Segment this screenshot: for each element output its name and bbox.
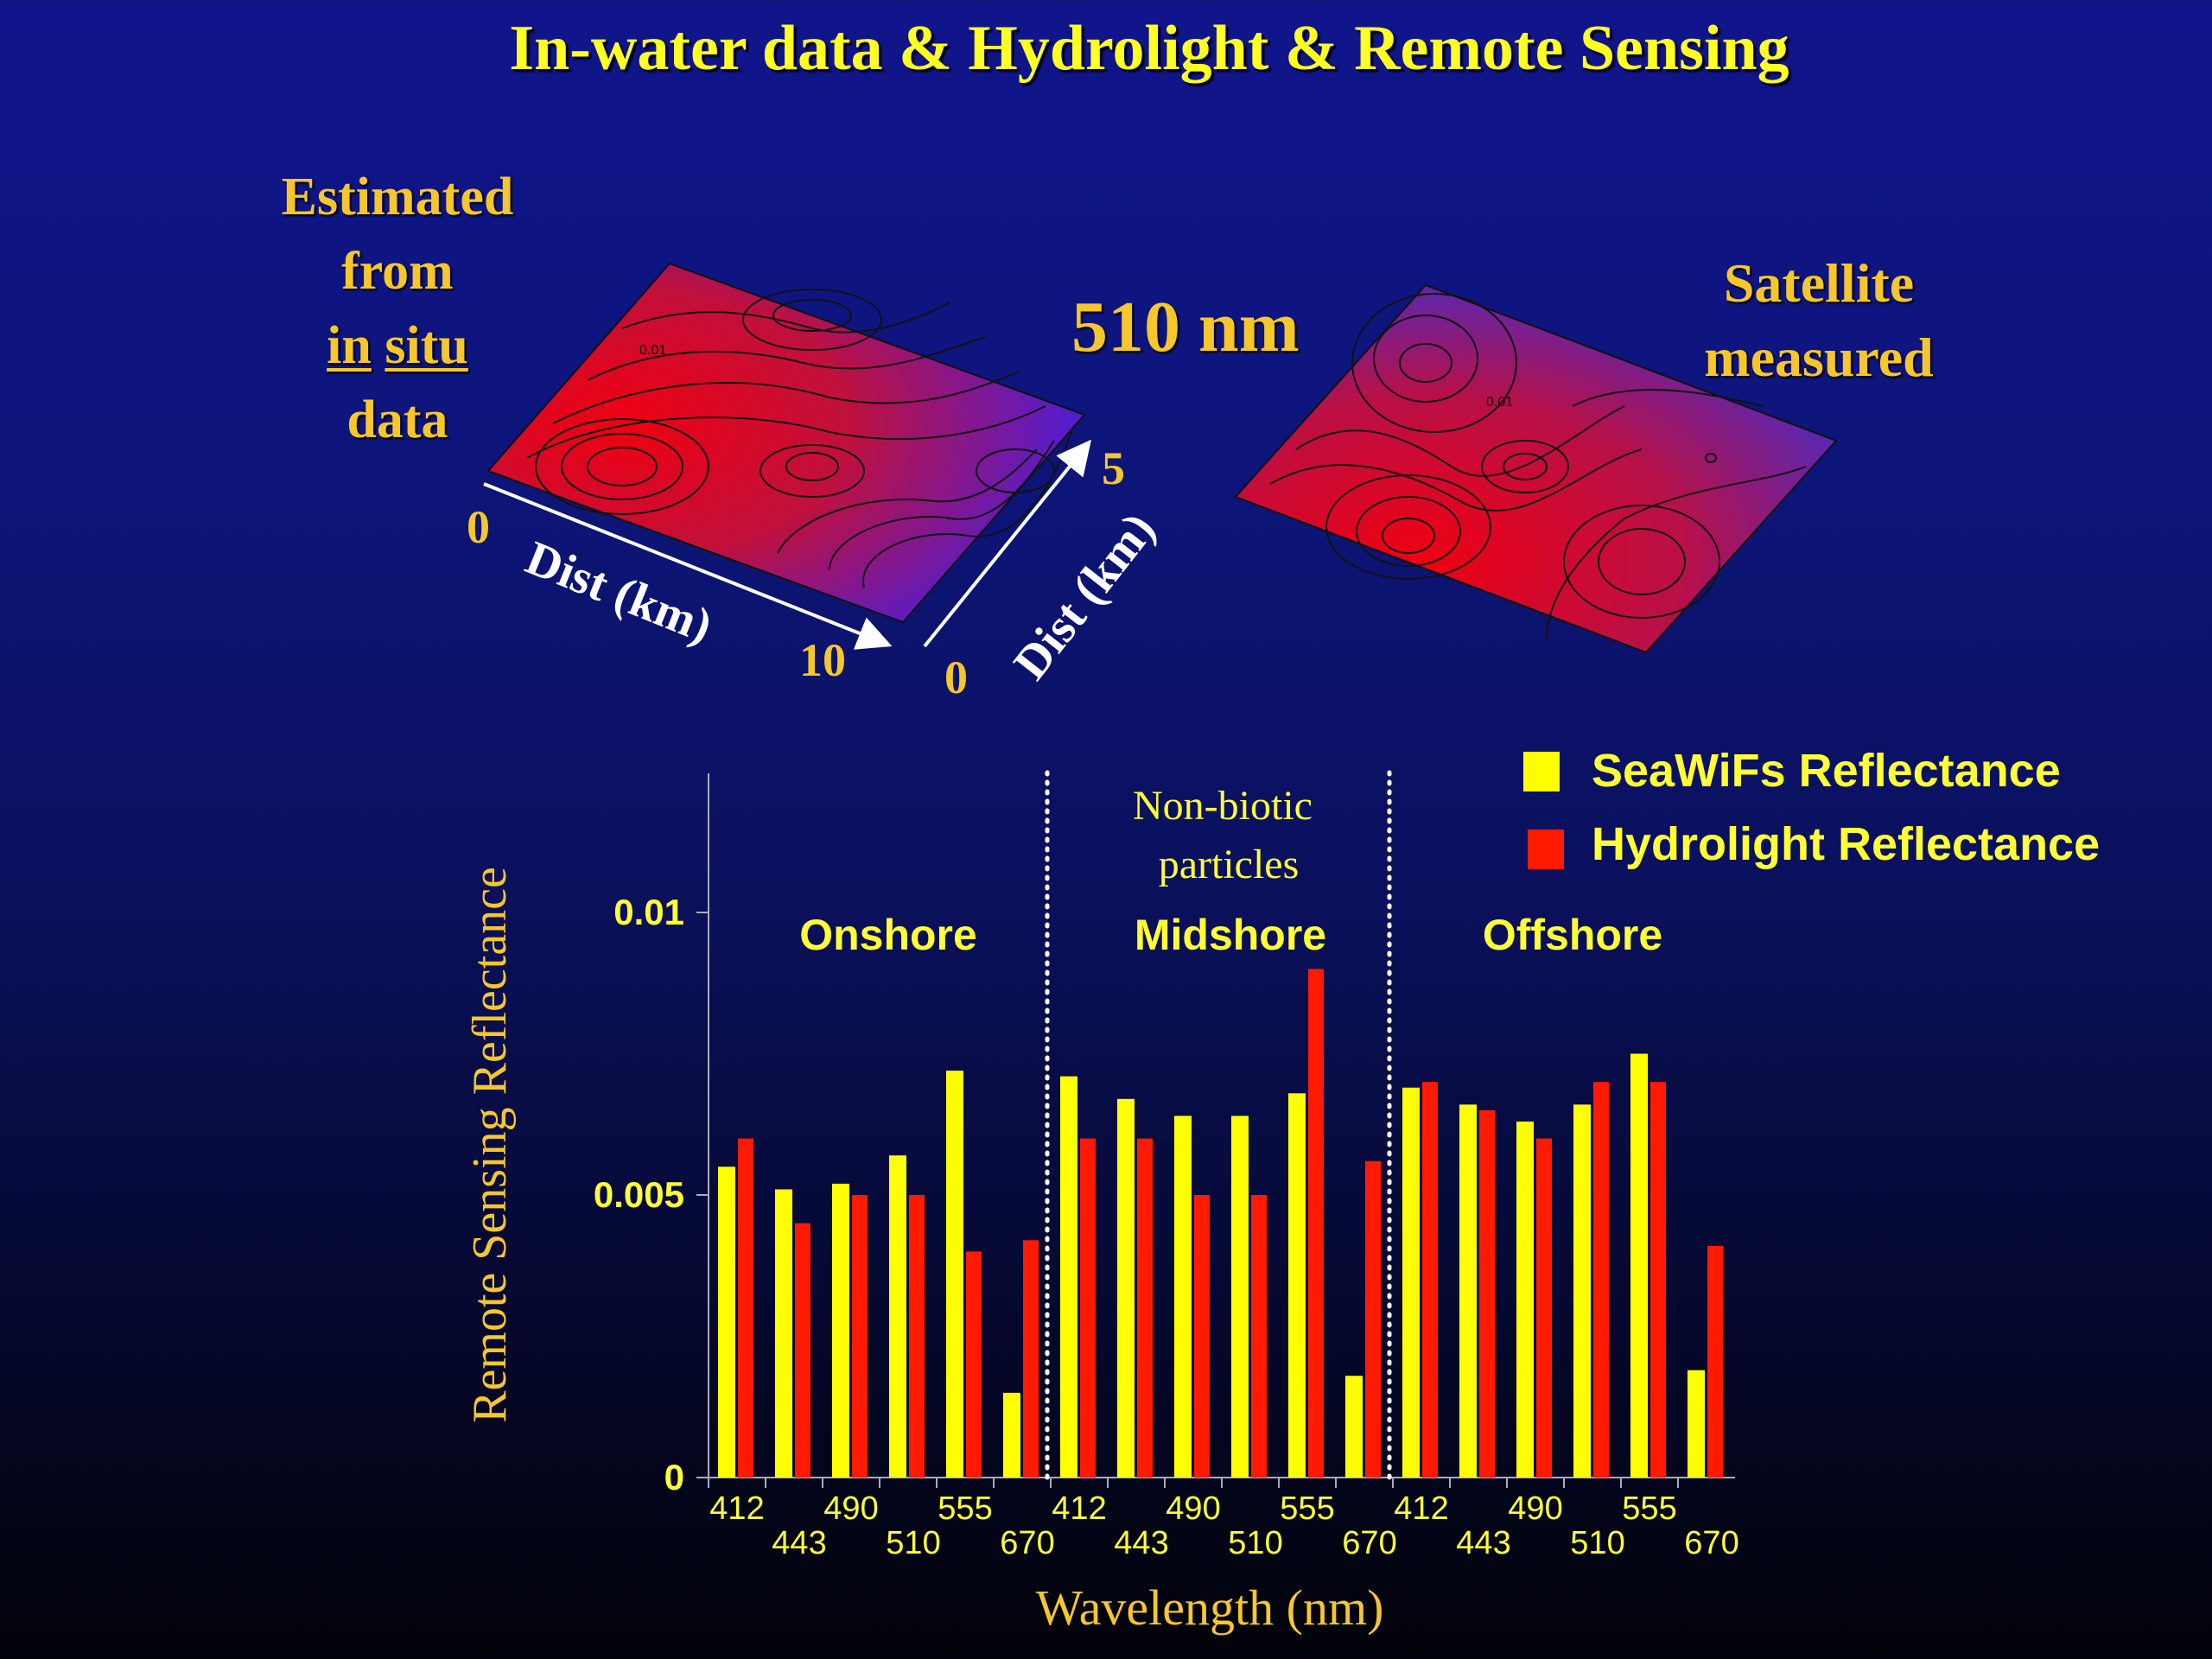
x-tick-label: 555	[1622, 1491, 1676, 1527]
y-axis-label: Dist (km)	[1003, 503, 1166, 690]
from-line: from	[341, 242, 454, 301]
in-word: in	[327, 316, 372, 375]
contour-maps: 0.01 0 10 0 5 Dist (km) Dist (km) 0.01	[467, 262, 1838, 703]
legend-hydrolight-swatch	[1528, 830, 1564, 869]
satellite-contour-label: 0.01	[1486, 395, 1513, 410]
seawifs-bar	[1573, 1104, 1591, 1478]
x-tick-label: 443	[1456, 1525, 1510, 1561]
x-tick-label: 443	[772, 1525, 826, 1561]
x-tick-label: 555	[938, 1491, 992, 1527]
seawifs-bar	[1117, 1098, 1135, 1478]
group-label-offshore: Offshore	[1483, 911, 1662, 959]
seawifs-bar	[1402, 1087, 1420, 1478]
hydrolight-bar	[1137, 1138, 1153, 1478]
hydrolight-bar	[738, 1138, 753, 1478]
wavelength-label: 510 nm	[1071, 287, 1300, 367]
seawifs-bar	[775, 1189, 792, 1478]
x-tick-label: 490	[1508, 1491, 1562, 1527]
seawifs-bar	[1516, 1121, 1534, 1478]
hydrolight-bar	[909, 1195, 925, 1478]
legend-hydrolight-label: Hydrolight Reflectance	[1592, 818, 2100, 870]
y-tick-label: 0.01	[613, 892, 684, 932]
y-max-label: 5	[1102, 442, 1125, 494]
hydrolight-bar	[1593, 1082, 1609, 1478]
x-tick-label: 510	[1228, 1525, 1282, 1561]
x-tick-label: 490	[823, 1491, 878, 1527]
seawifs-bar	[946, 1071, 963, 1478]
estimated-map-surface	[486, 262, 1086, 624]
in-situ-line: in situ	[251, 308, 544, 383]
x-tick-label: 490	[1166, 1491, 1220, 1527]
x-max-label: 10	[799, 634, 846, 686]
x-tick-label: 510	[1570, 1525, 1624, 1561]
legend-seawifs-swatch	[1523, 752, 1560, 791]
measured-line: measured	[1704, 327, 1934, 388]
x-min-label: 0	[467, 501, 490, 553]
x-tick-label: 670	[1684, 1525, 1738, 1561]
legend-seawifs-label: SeaWiFs Reflectance	[1592, 745, 2061, 797]
non-biotic-annotation-line1: Non-biotic	[1133, 783, 1313, 829]
hydrolight-bar	[966, 1251, 982, 1478]
reflectance-bar-chart: 00.0050.01412443490510555670Onshore41244…	[463, 745, 2100, 1636]
group-label-onshore: Onshore	[799, 911, 977, 959]
x-tick-label: 443	[1114, 1525, 1168, 1561]
data-line: data	[346, 391, 448, 449]
x-tick-label: 412	[1394, 1491, 1448, 1527]
hydrolight-bar	[1707, 1245, 1723, 1478]
seawifs-bar	[889, 1155, 906, 1478]
seawifs-bar	[1003, 1392, 1020, 1478]
estimated-y-axis-arrow	[923, 439, 1092, 648]
satellite-line: Satellite	[1723, 252, 1915, 314]
estimated-contour-label: 0.01	[639, 343, 666, 358]
hydrolight-bar	[795, 1223, 810, 1478]
seawifs-bar	[832, 1183, 849, 1478]
x-axis-label: Dist (km)	[518, 531, 719, 654]
hydrolight-bar	[1023, 1240, 1039, 1478]
hydrolight-bar	[1422, 1082, 1438, 1478]
seawifs-bar	[1688, 1370, 1705, 1478]
hydrolight-bar	[1365, 1160, 1381, 1478]
x-axis-title: Wavelength (nm)	[1036, 1580, 1384, 1636]
seawifs-bar	[1060, 1076, 1077, 1478]
estimated-contour-map: 0.01	[486, 262, 1086, 624]
estimated-line: Estimated	[281, 168, 514, 226]
seawifs-bar	[1288, 1093, 1306, 1478]
satellite-note: Satellite measured	[1676, 246, 1961, 395]
group-label-midshore: Midshore	[1135, 911, 1326, 959]
hydrolight-bar	[1650, 1082, 1666, 1478]
hydrolight-bar	[852, 1195, 868, 1478]
hydrolight-bar	[1080, 1138, 1096, 1478]
y-min-label: 0	[944, 652, 968, 703]
seawifs-bar	[1630, 1053, 1648, 1478]
slide-title: In-water data & Hydrolight & Remote Sens…	[509, 13, 1789, 84]
estimated-contour-lines	[526, 289, 1072, 588]
satellite-contour-map: 0.01	[1234, 283, 1838, 654]
x-tick-label: 412	[1052, 1491, 1106, 1527]
x-tick-label: 670	[1342, 1525, 1396, 1561]
estimated-x-axis-arrow	[483, 482, 893, 650]
seawifs-bar	[718, 1166, 735, 1478]
hydrolight-bar	[1308, 969, 1324, 1478]
situ-word: situ	[385, 316, 468, 375]
seawifs-bar	[1459, 1104, 1477, 1478]
y-tick-label: 0.005	[594, 1174, 684, 1215]
x-tick-label: 555	[1280, 1491, 1334, 1527]
y-axis-title: Remote Sensing Reflectance	[463, 867, 517, 1423]
seawifs-bar	[1174, 1116, 1192, 1478]
hydrolight-bar	[1536, 1138, 1552, 1478]
x-tick-label: 412	[709, 1491, 764, 1527]
hydrolight-bar	[1479, 1109, 1495, 1478]
seawifs-bar	[1345, 1376, 1363, 1478]
x-tick-label: 510	[886, 1525, 940, 1561]
satellite-map-surface	[1234, 283, 1838, 654]
satellite-contour-lines	[1269, 293, 1807, 640]
estimated-note: Estimated from in situ data	[251, 160, 544, 457]
hydrolight-bar	[1251, 1195, 1267, 1478]
hydrolight-bar	[1194, 1195, 1210, 1478]
x-tick-label: 670	[1000, 1525, 1054, 1561]
non-biotic-annotation-line2: particles	[1159, 842, 1300, 887]
y-tick-label: 0	[664, 1457, 684, 1497]
seawifs-bar	[1231, 1116, 1249, 1478]
